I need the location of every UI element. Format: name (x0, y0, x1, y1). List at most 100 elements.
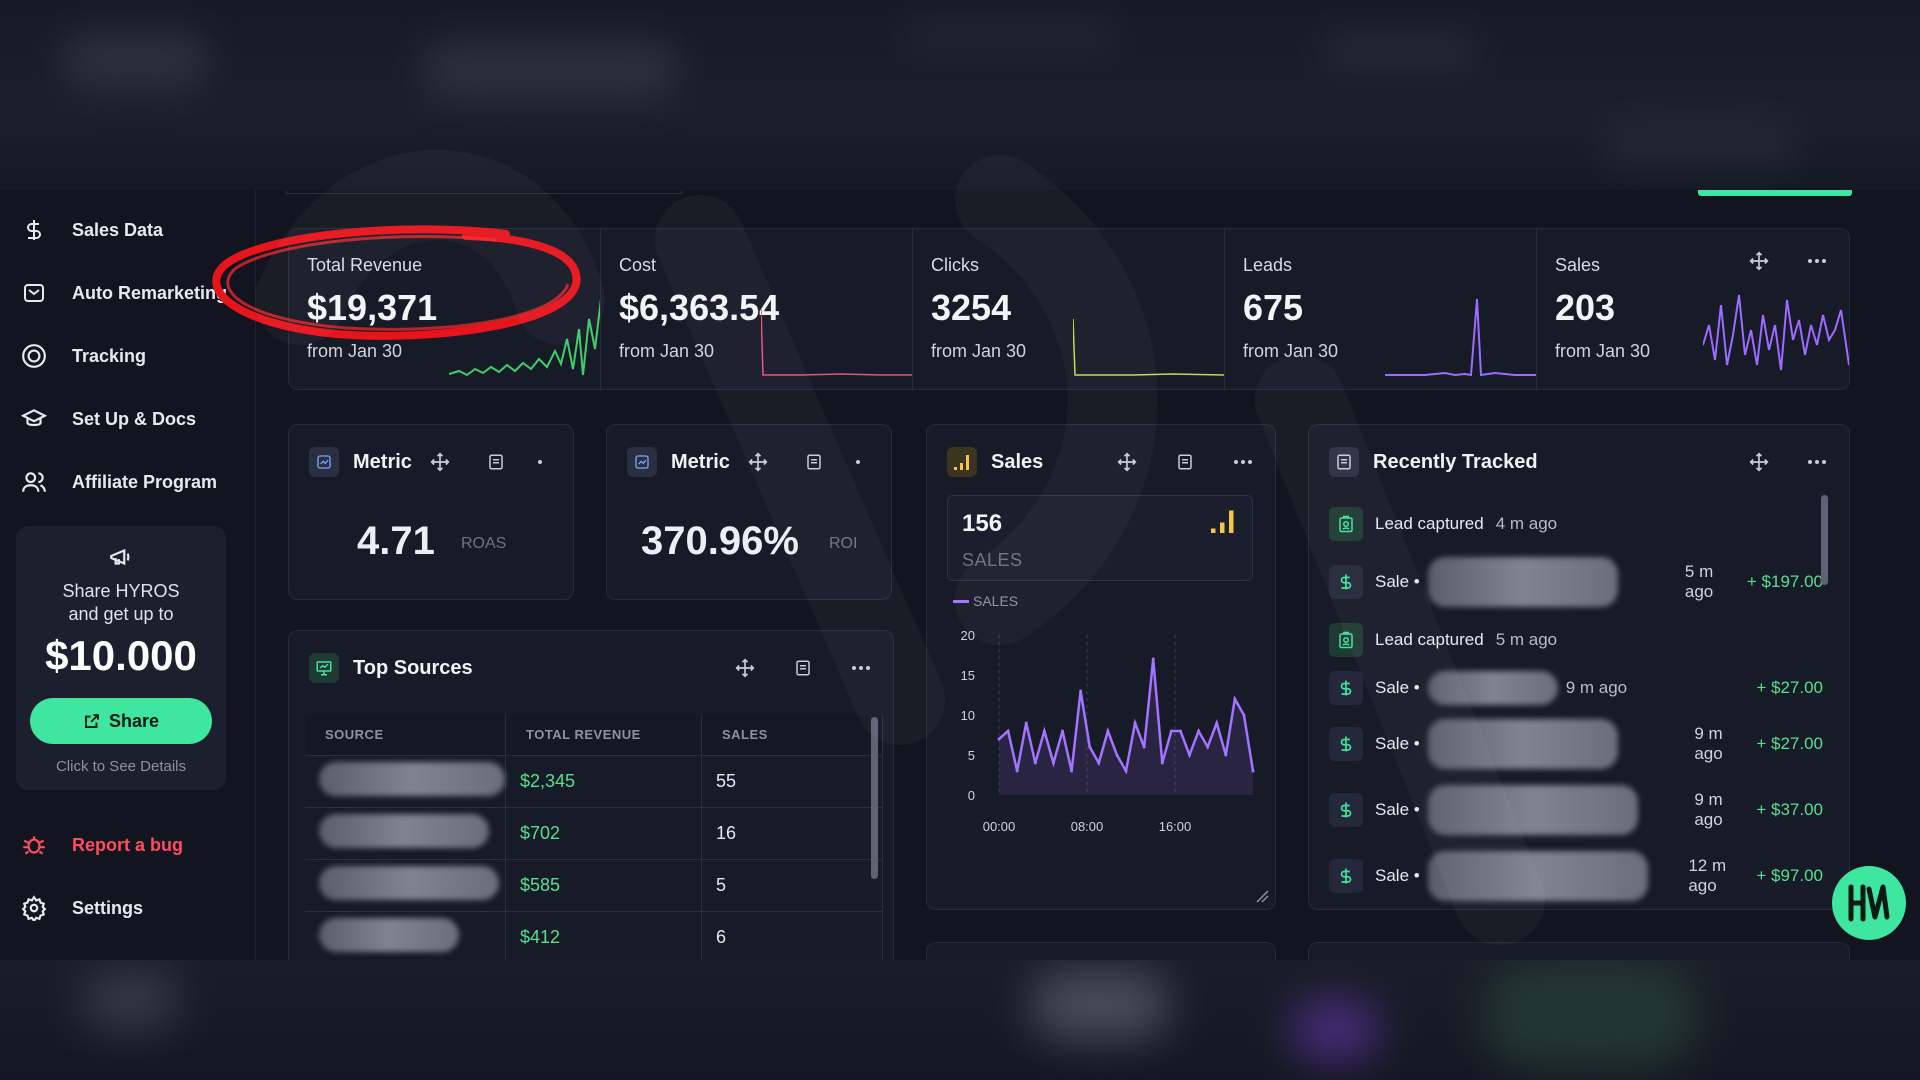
table-row[interactable]: $585 5 (305, 859, 883, 912)
report-bug-link[interactable]: Report a bug (20, 825, 183, 865)
more-icon[interactable] (1805, 450, 1829, 474)
metric-card-roi: Metric 370.96% ROI (606, 424, 892, 600)
notes-icon[interactable] (484, 450, 508, 474)
sidebar-item-setup-docs[interactable]: Set Up & Docs (20, 399, 196, 439)
move-icon[interactable] (746, 450, 770, 474)
data-point[interactable] (1242, 713, 1246, 717)
sidebar-item-sales-data[interactable]: Sales Data (20, 210, 163, 250)
metric-title: Metric (671, 450, 730, 473)
sidebar-item-settings[interactable]: Settings (20, 888, 143, 928)
share-promo-card: Share HYROS and get up to $10.000 Share … (16, 526, 226, 790)
stats-row: Total Revenue $19,371 from Jan 30 Cost $… (288, 228, 1850, 390)
column-header[interactable]: TOTAL REVENUE (505, 715, 702, 756)
stat-clicks[interactable]: Clicks 3254 from Jan 30 (913, 229, 1225, 389)
move-icon[interactable] (1747, 450, 1771, 474)
stat-value: 3254 (931, 287, 1012, 328)
data-point[interactable] (1079, 689, 1083, 693)
move-icon[interactable] (1747, 249, 1771, 273)
header-action-fragment[interactable] (1698, 190, 1852, 196)
data-point[interactable] (1124, 769, 1128, 773)
data-point[interactable] (1088, 745, 1092, 749)
list-item[interactable]: Sale • 9 m ago + $27.00 (1329, 671, 1823, 705)
data-point[interactable] (1197, 729, 1201, 733)
dollar-icon (1329, 727, 1363, 761)
data-point[interactable] (1188, 753, 1191, 757)
sidebar-item-tracking[interactable]: Tracking (20, 336, 146, 376)
event-time: 4 m ago (1495, 514, 1558, 533)
share-amount: $10.000 (45, 632, 197, 679)
share-button[interactable]: Share (30, 698, 212, 744)
data-point[interactable] (1024, 721, 1028, 725)
stat-cost[interactable]: Cost $6,363.54 from Jan 30 (601, 229, 913, 389)
notes-icon[interactable] (791, 656, 815, 680)
dollar-icon (1329, 793, 1363, 827)
share-hint[interactable]: Click to See Details (55, 758, 187, 775)
source-cell-redacted (305, 807, 506, 860)
data-point[interactable] (1097, 761, 1101, 765)
list-item[interactable]: Sale • 5 m ago + $197.00 (1329, 555, 1823, 609)
data-point[interactable] (1115, 753, 1119, 757)
table-row[interactable]: $702 16 (305, 807, 883, 860)
stat-total-revenue[interactable]: Total Revenue $19,371 from Jan 30 (289, 229, 601, 389)
sidebar-item-label: Sales Data (72, 219, 164, 240)
sidebar-item-auto-remarketing[interactable]: Auto Remarketing (20, 273, 227, 313)
more-icon[interactable] (849, 656, 873, 680)
list-scrollbar[interactable] (1821, 495, 1828, 585)
notes-icon[interactable] (802, 450, 826, 474)
list-item[interactable]: Sale • 9 m ago + $37.00 (1329, 783, 1823, 837)
move-icon[interactable] (428, 450, 452, 474)
cost-sparkline (761, 308, 912, 376)
stat-sales[interactable]: Sales 203 from Jan 30 (1537, 229, 1849, 389)
data-point[interactable] (1206, 745, 1210, 749)
chart-legend[interactable]: SALES (953, 593, 1018, 609)
data-point[interactable] (1251, 769, 1255, 773)
more-icon[interactable] (846, 450, 870, 474)
list-item[interactable]: Lead captured 5 m ago (1329, 623, 1823, 657)
table-row[interactable]: $412 6 (305, 911, 883, 960)
data-point[interactable] (1033, 761, 1037, 765)
event-type: Sale • (1375, 678, 1420, 697)
data-point[interactable] (1224, 753, 1228, 757)
move-icon[interactable] (1115, 450, 1139, 474)
list-item[interactable]: Sale • 12 m ago + $97.00 (1329, 849, 1823, 903)
hyros-logo[interactable] (1832, 866, 1906, 940)
data-point[interactable] (1051, 761, 1055, 765)
list-item[interactable]: Sale • 9 m ago + $27.00 (1329, 717, 1823, 771)
sales-sparkline (1703, 294, 1849, 371)
more-icon[interactable] (528, 450, 552, 474)
data-point[interactable] (1215, 721, 1219, 725)
more-icon[interactable] (1231, 450, 1255, 474)
data-point[interactable] (1233, 697, 1237, 701)
data-point[interactable] (1006, 729, 1010, 733)
data-point[interactable] (1169, 729, 1173, 733)
source-cell-redacted (305, 911, 506, 960)
notes-icon[interactable] (1173, 450, 1197, 474)
megaphone-icon (16, 544, 226, 570)
data-point[interactable] (1106, 729, 1110, 733)
data-point[interactable] (997, 737, 1001, 741)
data-point[interactable] (1151, 657, 1155, 661)
stat-leads[interactable]: Leads 675 from Jan 30 (1225, 229, 1537, 389)
stat-value: 203 (1555, 287, 1616, 328)
sidebar-item-affiliate[interactable]: Affiliate Program (20, 462, 217, 502)
more-icon[interactable] (1805, 249, 1829, 273)
logo-mark-icon (1848, 884, 1890, 922)
table-scrollbar[interactable] (871, 717, 878, 879)
redacted-customer (1427, 671, 1558, 705)
data-point[interactable] (1160, 761, 1164, 765)
resize-handle-icon[interactable] (1255, 889, 1269, 903)
column-header[interactable]: SALES (701, 715, 883, 756)
data-point[interactable] (1015, 769, 1019, 773)
column-header[interactable]: SOURCE (305, 715, 506, 756)
data-point[interactable] (1178, 729, 1182, 733)
data-point[interactable] (1042, 729, 1046, 733)
data-point[interactable] (1142, 745, 1146, 749)
data-point[interactable] (1133, 721, 1137, 725)
table-row[interactable]: $2,345 55 (305, 755, 883, 808)
data-point[interactable] (1070, 769, 1074, 773)
share-line-2: and get up to (68, 604, 174, 624)
list-item[interactable]: Lead captured 4 m ago (1329, 507, 1823, 541)
data-point[interactable] (1061, 729, 1064, 733)
stat-label: Sales (1555, 255, 1601, 275)
move-icon[interactable] (733, 656, 757, 680)
